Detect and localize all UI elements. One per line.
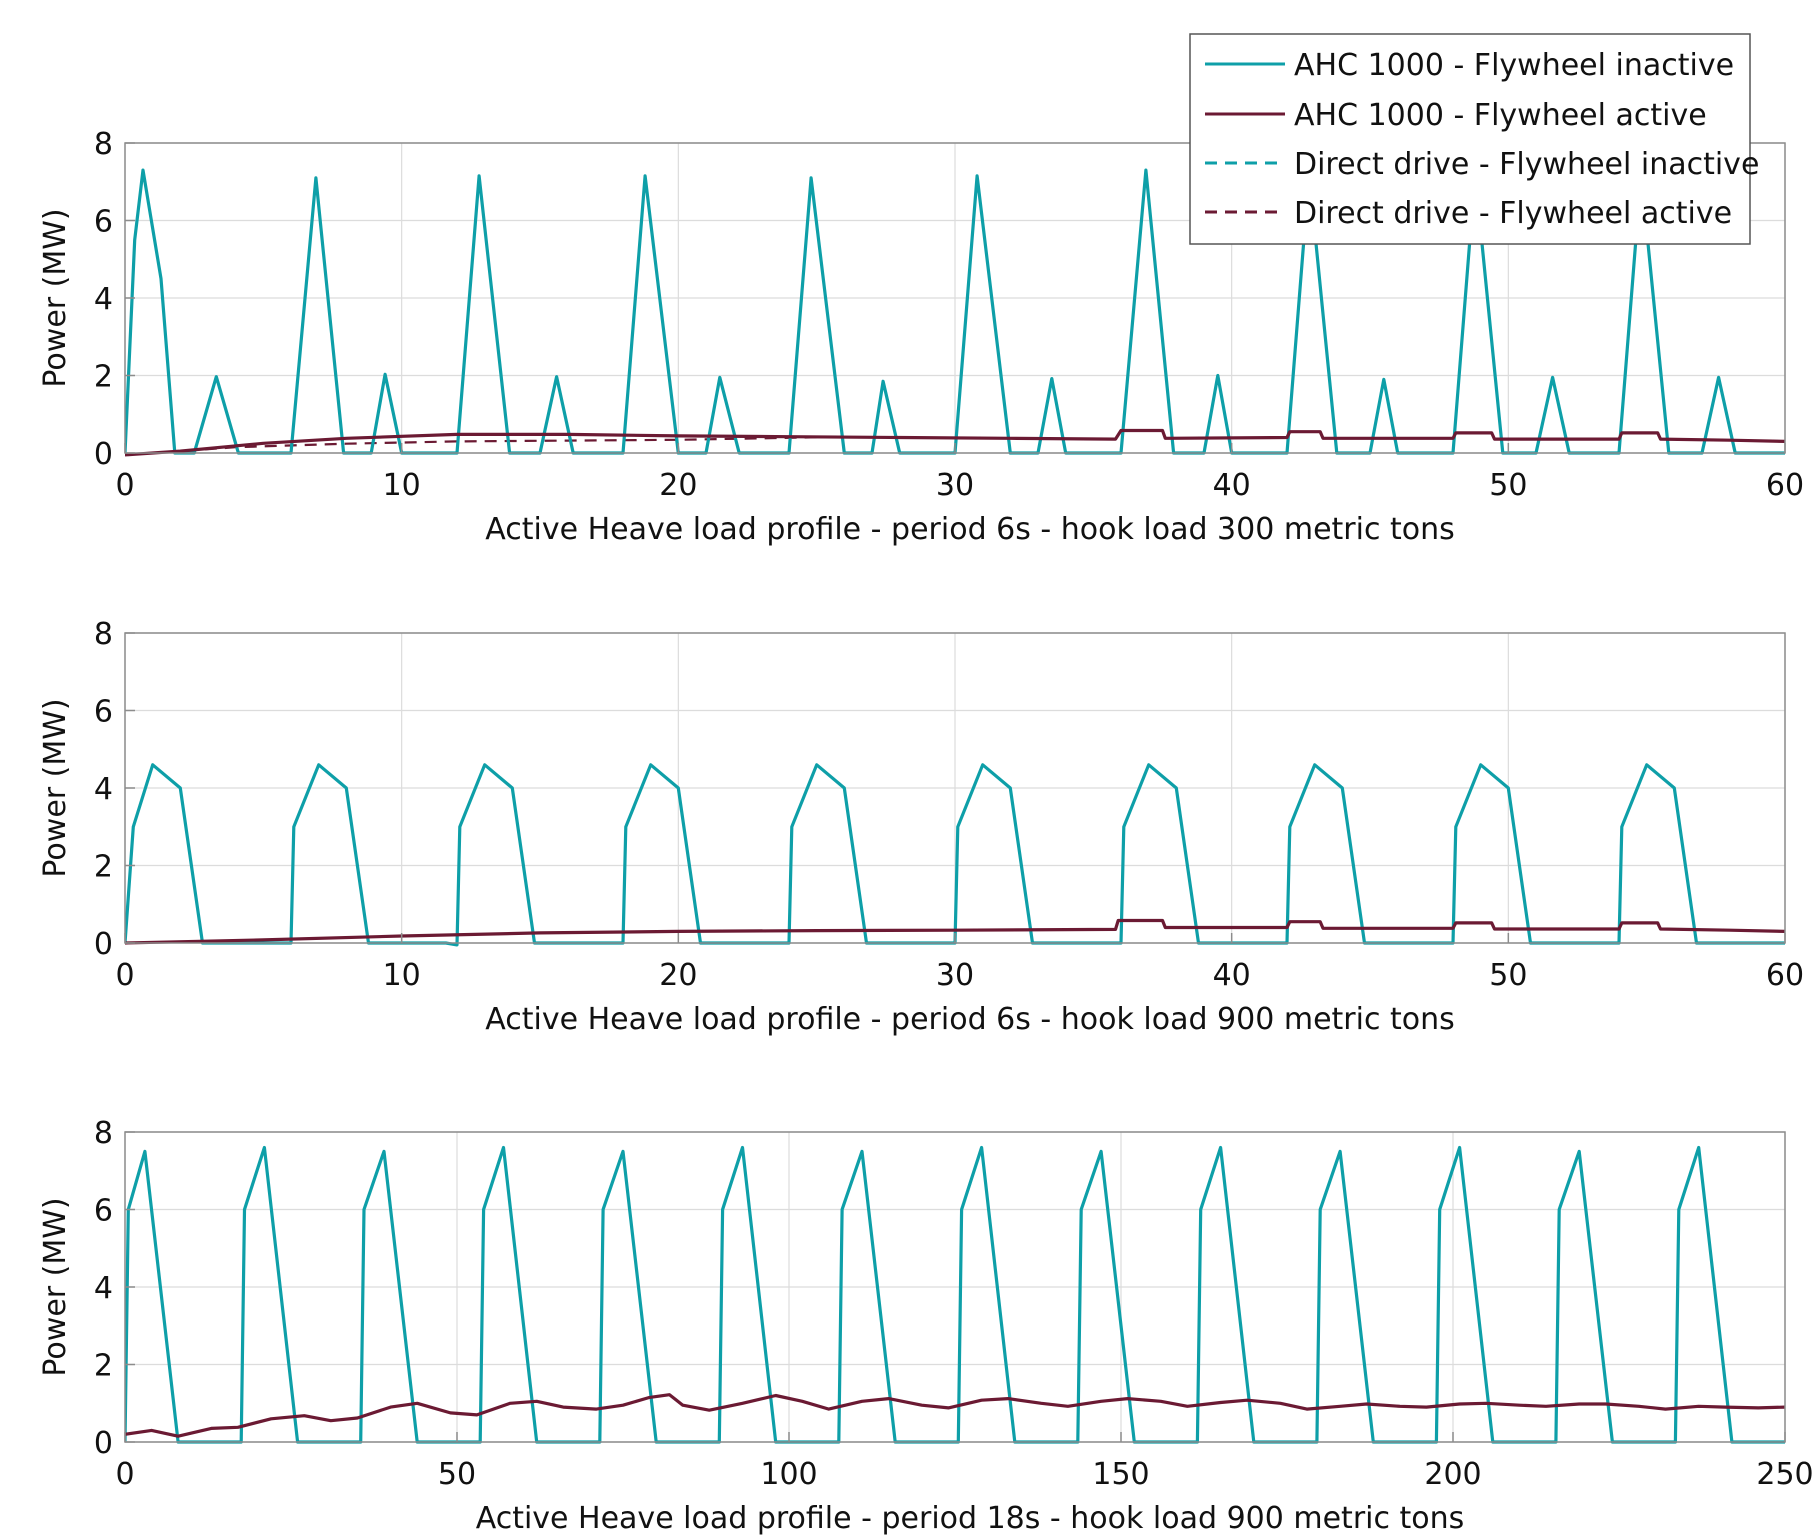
- y-tick-label: 4: [94, 772, 113, 807]
- x-tick-label: 20: [659, 958, 697, 993]
- y-tick-label: 0: [94, 927, 113, 962]
- x-tick-label: 50: [1489, 468, 1527, 503]
- x-tick-label: 200: [1424, 1457, 1481, 1492]
- x-tick-label: 60: [1766, 468, 1804, 503]
- legend-label-direct-inactive: Direct drive - Flywheel inactive: [1294, 147, 1759, 182]
- series-line-ahc-1000-flywheel-inactive: [125, 1145, 1785, 1444]
- x-tick-label: 60: [1766, 958, 1804, 993]
- series-line-ahc-1000-flywheel-active: [125, 918, 1785, 945]
- x-tick-label: 0: [115, 1457, 134, 1492]
- series-line-ahc-1000-flywheel-active: [125, 1393, 1785, 1438]
- y-tick-label: 0: [94, 437, 113, 472]
- x-tick-label: 20: [659, 468, 697, 503]
- x-axis-title: Active Heave load profile - period 18s -…: [476, 1501, 1465, 1535]
- x-tick-label: 10: [383, 468, 421, 503]
- y-tick-label: 4: [94, 1271, 113, 1306]
- x-tick-label: 100: [760, 1457, 817, 1492]
- chart-panel-2: 0 10 20 30 40 50 60 0 2 4 6 8 Active Heave load prof…: [38, 617, 1804, 1037]
- y-tick-label: 0: [94, 1426, 113, 1461]
- y-tick-label: 2: [94, 1349, 113, 1384]
- y-axis-title: Power (MW): [38, 698, 73, 877]
- x-tick-label: 30: [936, 468, 974, 503]
- series-line-ahc-1000-flywheel-active: [125, 428, 1785, 457]
- legend-label-ahc-inactive: AHC 1000 - Flywheel inactive: [1294, 48, 1734, 83]
- chart-panel-3: 0 50 100 150 200 250 0 2 4 6 8 Active Heave load pr…: [38, 1116, 1814, 1535]
- legend-label-direct-active: Direct drive - Flywheel active: [1294, 196, 1732, 231]
- x-tick-label: 150: [1092, 1457, 1149, 1492]
- x-tick-label: 40: [1213, 468, 1251, 503]
- y-tick-label: 8: [94, 127, 113, 162]
- x-axis-title: Active Heave load profile - period 6s - …: [485, 1002, 1455, 1037]
- x-tick-label: 50: [1489, 958, 1527, 993]
- y-tick-label: 8: [94, 1116, 113, 1151]
- legend: AHC 1000 - Flywheel inactive AHC 1000 - …: [1189, 33, 1759, 245]
- x-tick-label: 250: [1756, 1457, 1813, 1492]
- x-tick-label: 40: [1213, 958, 1251, 993]
- y-axis-title: Power (MW): [38, 1197, 73, 1376]
- x-tick-label: 50: [438, 1457, 476, 1492]
- x-axis-title: Active Heave load profile - period 6s - …: [485, 512, 1455, 547]
- y-tick-label: 8: [94, 617, 113, 652]
- y-tick-label: 2: [94, 360, 113, 395]
- y-tick-label: 6: [94, 205, 113, 240]
- x-tick-label: 30: [936, 958, 974, 993]
- x-tick-label: 10: [383, 958, 421, 993]
- y-tick-label: 2: [94, 850, 113, 885]
- x-tick-label: 0: [115, 958, 134, 993]
- legend-label-ahc-active: AHC 1000 - Flywheel active: [1294, 98, 1707, 133]
- legend-box: [1189, 33, 1751, 245]
- y-tick-label: 4: [94, 282, 113, 317]
- y-tick-label: 6: [94, 695, 113, 730]
- y-tick-label: 6: [94, 1194, 113, 1229]
- x-tick-label: 0: [115, 468, 134, 503]
- series-line-direct-drive-flywheel-active: [125, 435, 845, 456]
- y-axis-title: Power (MW): [38, 208, 73, 387]
